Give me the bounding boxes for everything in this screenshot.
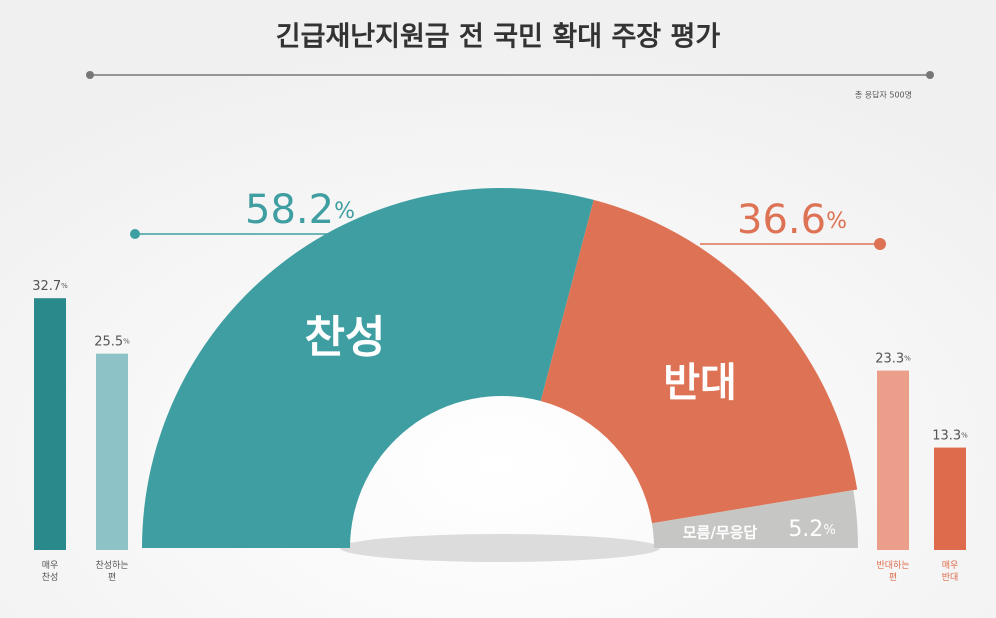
unit: % [961, 432, 968, 440]
value: 32.7 [32, 279, 61, 294]
unit: % [823, 523, 835, 538]
title: 긴급재난지원금 전 국민 확대 주장 평가 [276, 22, 721, 53]
leader-dot [874, 238, 886, 250]
unit: % [826, 209, 847, 234]
rule-dot [926, 71, 934, 79]
value-label: 5.2% [788, 517, 835, 542]
value-label: 32.7% [32, 279, 68, 294]
donut-segment [540, 199, 858, 524]
value-label: 13.3% [932, 428, 968, 443]
value: 25.5 [94, 334, 123, 349]
segment-label: 모름/무응답 [683, 524, 758, 542]
value: 36.6 [737, 197, 826, 243]
value: 58.2 [245, 187, 334, 233]
note: 총 응답자 500명 [855, 90, 912, 100]
value-label: 23.3% [875, 351, 911, 366]
value: 5.2 [788, 517, 823, 542]
donut-segment [651, 490, 858, 548]
rule-dot [86, 71, 94, 79]
bar [877, 370, 909, 550]
unit: % [334, 199, 355, 224]
segment-label: 찬성 [305, 312, 386, 363]
shadow [340, 534, 660, 562]
bar [34, 298, 66, 550]
value-label: 36.6% [737, 197, 847, 243]
segment-label: 반대 [663, 360, 737, 406]
value: 13.3 [932, 428, 961, 443]
bar-category: 매우 찬성 [42, 560, 59, 583]
bar-category: 매우 반대 [942, 560, 959, 583]
value-label: 58.2% [245, 187, 355, 233]
unit: % [123, 338, 130, 346]
unit: % [61, 282, 68, 290]
bar-category: 찬성하는 편 [95, 560, 128, 583]
bar [934, 447, 966, 550]
bar-category: 반대하는 편 [876, 560, 909, 583]
bar [96, 353, 128, 550]
unit: % [904, 355, 911, 363]
leader-dot [130, 229, 140, 239]
value: 23.3 [875, 351, 904, 366]
donut-segment [142, 187, 594, 548]
value-label: 25.5% [94, 334, 130, 349]
